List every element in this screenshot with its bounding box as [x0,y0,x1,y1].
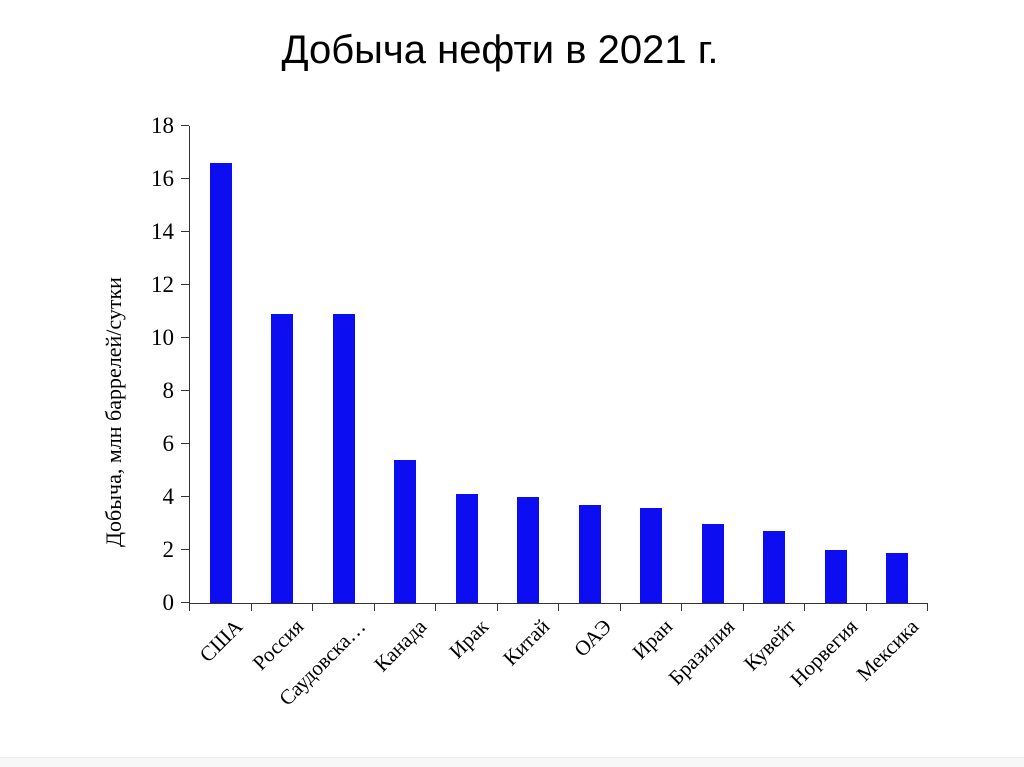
bar [394,459,417,603]
bar [578,504,601,603]
x-axis-tick [435,603,436,611]
x-axis-tick [373,603,375,611]
y-axis-tick-label: 0 [162,590,175,615]
y-axis-tick [181,337,189,338]
x-axis-tick [250,603,252,611]
y-axis-tick-label: 2 [162,537,175,562]
y-axis-tick [181,284,189,285]
y-axis-tick [181,549,189,550]
x-axis-tick [681,603,682,611]
x-axis-tick [865,603,867,611]
y-axis-tick-label: 16 [151,166,174,191]
bar [640,507,663,603]
bar [886,552,909,603]
y-axis-tick-label: 6 [162,431,175,456]
bar [763,531,786,603]
x-axis-tick [312,603,313,611]
bar [517,497,540,603]
bar [701,523,724,603]
chart-title: Добыча нефти в 2021 г. [281,28,719,72]
y-axis-tick [181,178,189,179]
bar [271,314,294,603]
x-axis-tick [496,603,498,611]
x-axis-tick [189,603,190,611]
x-axis-tick [927,603,928,611]
y-axis-tick-label: 8 [162,378,175,403]
y-axis-tick-label: 18 [151,113,174,138]
y-axis-tick [181,231,189,232]
y-axis-tick-label: 4 [162,484,175,509]
x-axis-tick [558,603,559,611]
bar [332,314,355,603]
x-axis-tick [619,603,621,611]
x-axis-tick [804,603,805,611]
y-axis-title: Добыча, млн баррелей/сутки [101,277,126,547]
bar [455,494,478,603]
y-axis-tick [181,443,189,444]
bar [824,550,847,603]
y-axis-tick-label: 10 [151,325,174,350]
x-axis-tick [742,603,744,611]
bar [209,163,232,603]
y-axis-tick-label: 14 [151,219,174,244]
y-axis-tick-label: 12 [151,272,174,297]
plot-area: 0 2 4 6 8 10 12 14 16 18 США Россия Саудовска… Канада… [151,113,928,710]
y-axis-tick [181,602,189,603]
y-axis-tick [181,390,189,391]
y-axis-tick [181,125,189,126]
slide-bottom-edge [0,757,1024,767]
y-axis-tick [181,496,189,497]
